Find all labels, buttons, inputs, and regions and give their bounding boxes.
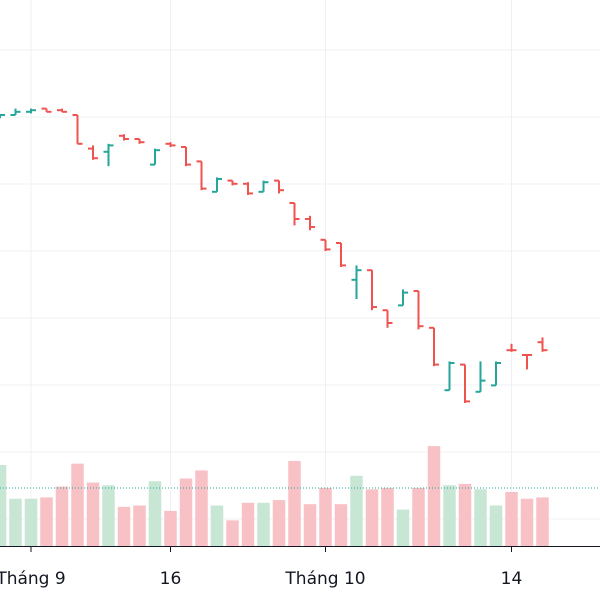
ohlc-bar — [506, 343, 517, 352]
ohlc-bar — [196, 160, 207, 191]
axis-tick-label: Tháng 10 — [284, 569, 365, 589]
ohlc-bar — [320, 238, 331, 251]
ohlc-bar — [351, 265, 362, 299]
volume-bar — [536, 497, 549, 546]
volume-bar — [9, 498, 22, 546]
axis-tick-label: 16 — [160, 569, 182, 589]
ohlc-bar — [227, 179, 238, 186]
ohlc-bar — [429, 326, 439, 367]
volume-bar — [148, 481, 162, 546]
axis-background — [0, 546, 600, 600]
ohlc-bar — [382, 309, 393, 328]
ohlc-bar — [413, 290, 424, 330]
ohlc-bar — [212, 177, 222, 193]
volume-bar — [412, 487, 425, 546]
volume-bar — [24, 498, 38, 546]
ohlc-bar — [150, 148, 160, 166]
volume-bar — [303, 504, 317, 546]
volume-bar — [443, 485, 456, 546]
ohlc-bar — [258, 180, 269, 193]
volume-bar — [164, 510, 177, 546]
volume-bar — [0, 465, 7, 546]
chart-grid — [0, 0, 600, 546]
volume-bar — [86, 482, 100, 546]
volume-bar — [396, 509, 410, 546]
volume-bar — [474, 489, 487, 546]
time-axis: Tháng 9 16 Tháng 10 14 — [0, 546, 600, 600]
ohlc-bar — [460, 363, 470, 403]
volume-bar — [71, 463, 84, 546]
ohlc-bar — [305, 215, 315, 231]
volume-bar — [319, 487, 332, 546]
ohlc-bar — [537, 337, 548, 352]
volume-bar — [257, 502, 270, 546]
volume-bar — [288, 460, 301, 546]
ohlc-bar — [41, 107, 52, 113]
volume-bar — [40, 497, 53, 546]
volume-bar — [210, 505, 224, 546]
volume-bar — [427, 446, 441, 546]
volume-bar — [334, 504, 348, 546]
volume-bar — [365, 489, 379, 546]
price-bars — [0, 107, 548, 403]
ohlc-bar — [72, 114, 83, 145]
ohlc-bar — [26, 108, 36, 114]
volume-bar — [226, 520, 239, 546]
volume-bar — [133, 505, 146, 546]
volume-bar — [102, 485, 115, 546]
ohlc-bar — [398, 289, 408, 307]
ohlc-bar — [243, 182, 253, 195]
ohlc-bar — [444, 361, 455, 392]
ohlc-bar — [165, 142, 176, 147]
ohlc-bar — [119, 134, 129, 141]
volume-bar — [195, 470, 208, 546]
ohlc-bar — [0, 114, 5, 119]
ohlc-bar — [103, 143, 114, 167]
volume-bar — [179, 478, 193, 546]
volume-bar — [55, 486, 69, 546]
ohlc-bar — [522, 354, 532, 370]
ohlc-bar — [367, 269, 377, 311]
ohlc-bar — [134, 138, 145, 144]
ohlc-bar — [10, 108, 21, 116]
volume-bar — [241, 502, 255, 546]
volume-bar — [458, 483, 472, 546]
axis-tick-label: Tháng 9 — [0, 569, 66, 589]
ohlc-bar — [274, 179, 284, 194]
volume-bar — [520, 498, 534, 546]
ohlc-bar — [491, 361, 501, 387]
volume-bar — [117, 506, 131, 546]
volume-bar — [381, 487, 394, 546]
volume-bar — [505, 492, 518, 546]
ohlc-bar — [57, 108, 67, 113]
ohlc-bar — [336, 242, 346, 267]
ohlc-bar — [88, 145, 98, 160]
volume-bar — [489, 505, 503, 546]
ohlc-bar — [289, 202, 300, 226]
ohlc-bar — [181, 146, 191, 167]
volume-bar — [350, 475, 363, 546]
volume-bars — [0, 446, 549, 546]
volume-bar — [272, 500, 286, 546]
axis-tick-label: 14 — [501, 569, 523, 589]
ohlc-bar — [475, 361, 486, 393]
